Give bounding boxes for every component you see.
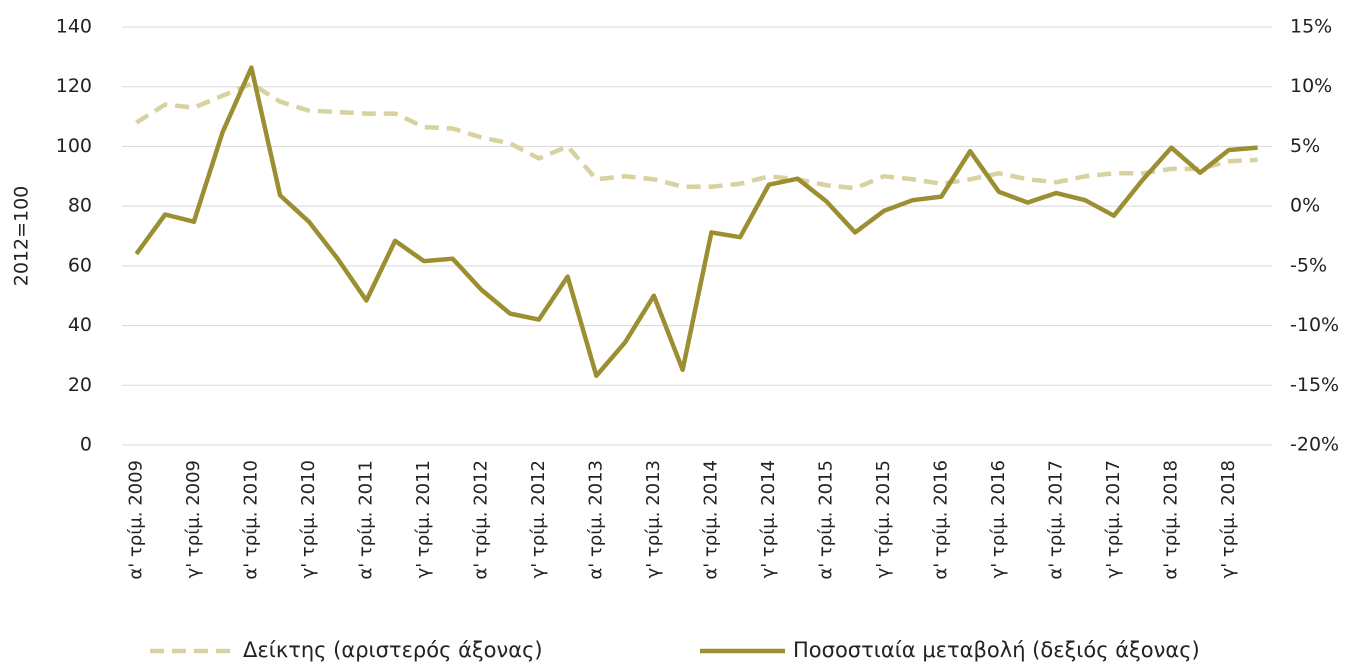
legend-label: Ποσοστιαία μεταβολή (δεξιός άξονας): [793, 638, 1200, 662]
legend-label: Δείκτης (αριστερός άξονας): [243, 638, 543, 662]
y-tick-label: 20: [68, 374, 92, 396]
x-tick-label: γ' τρίμ. 2018: [1218, 460, 1239, 578]
x-tick-label: α' τρίμ. 2018: [1160, 460, 1181, 580]
x-tick-label: γ' τρίμ. 2010: [298, 460, 319, 578]
x-tick-label: γ' τρίμ. 2013: [643, 460, 664, 578]
y-axis-label: 2012=100: [11, 186, 33, 287]
y-tick-label: 60: [68, 254, 92, 276]
x-tick-label: α' τρίμ. 2013: [585, 460, 606, 580]
x-tick-label: α' τρίμ. 2016: [930, 460, 951, 580]
y2-tick-label: 10%: [1290, 75, 1332, 97]
x-tick-label: γ' τρίμ. 2009: [183, 460, 204, 578]
x-tick-label: α' τρίμ. 2010: [240, 460, 261, 580]
x-tick-label: α' τρίμ. 2015: [815, 460, 836, 580]
series-line: [135, 81, 1258, 191]
x-tick-label: γ' τρίμ. 2012: [528, 460, 549, 578]
y-tick-label: 100: [56, 135, 92, 157]
y2-tick-label: 15%: [1290, 16, 1332, 38]
y-tick-label: 80: [68, 195, 92, 217]
x-tick-label: α' τρίμ. 2009: [125, 460, 146, 580]
y2-tick-label: -20%: [1290, 434, 1339, 456]
x-tick-label: γ' τρίμ. 2014: [758, 460, 779, 578]
y2-tick-label: -15%: [1290, 374, 1339, 396]
x-tick-label: α' τρίμ. 2014: [700, 460, 721, 580]
x-tick-label: γ' τρίμ. 2017: [1103, 460, 1124, 578]
x-tick-label: α' τρίμ. 2017: [1045, 460, 1066, 580]
y-tick-label: 0: [80, 434, 92, 456]
y2-tick-label: 0%: [1290, 195, 1320, 217]
y2-tick-label: -5%: [1290, 254, 1327, 276]
x-tick-label: γ' τρίμ. 2015: [873, 460, 894, 578]
x-tick-label: γ' τρίμ. 2016: [988, 460, 1009, 578]
y2-tick-label: 5%: [1290, 135, 1320, 157]
y2-tick-label: -10%: [1290, 314, 1339, 336]
x-tick-label: α' τρίμ. 2012: [470, 460, 491, 580]
x-tick-label: α' τρίμ. 2011: [355, 460, 376, 580]
x-tick-label: γ' τρίμ. 2011: [413, 460, 434, 578]
y-tick-label: 120: [56, 75, 92, 97]
series-line: [134, 65, 1258, 378]
y-tick-label: 140: [56, 16, 92, 38]
y-tick-label: 40: [68, 314, 92, 336]
